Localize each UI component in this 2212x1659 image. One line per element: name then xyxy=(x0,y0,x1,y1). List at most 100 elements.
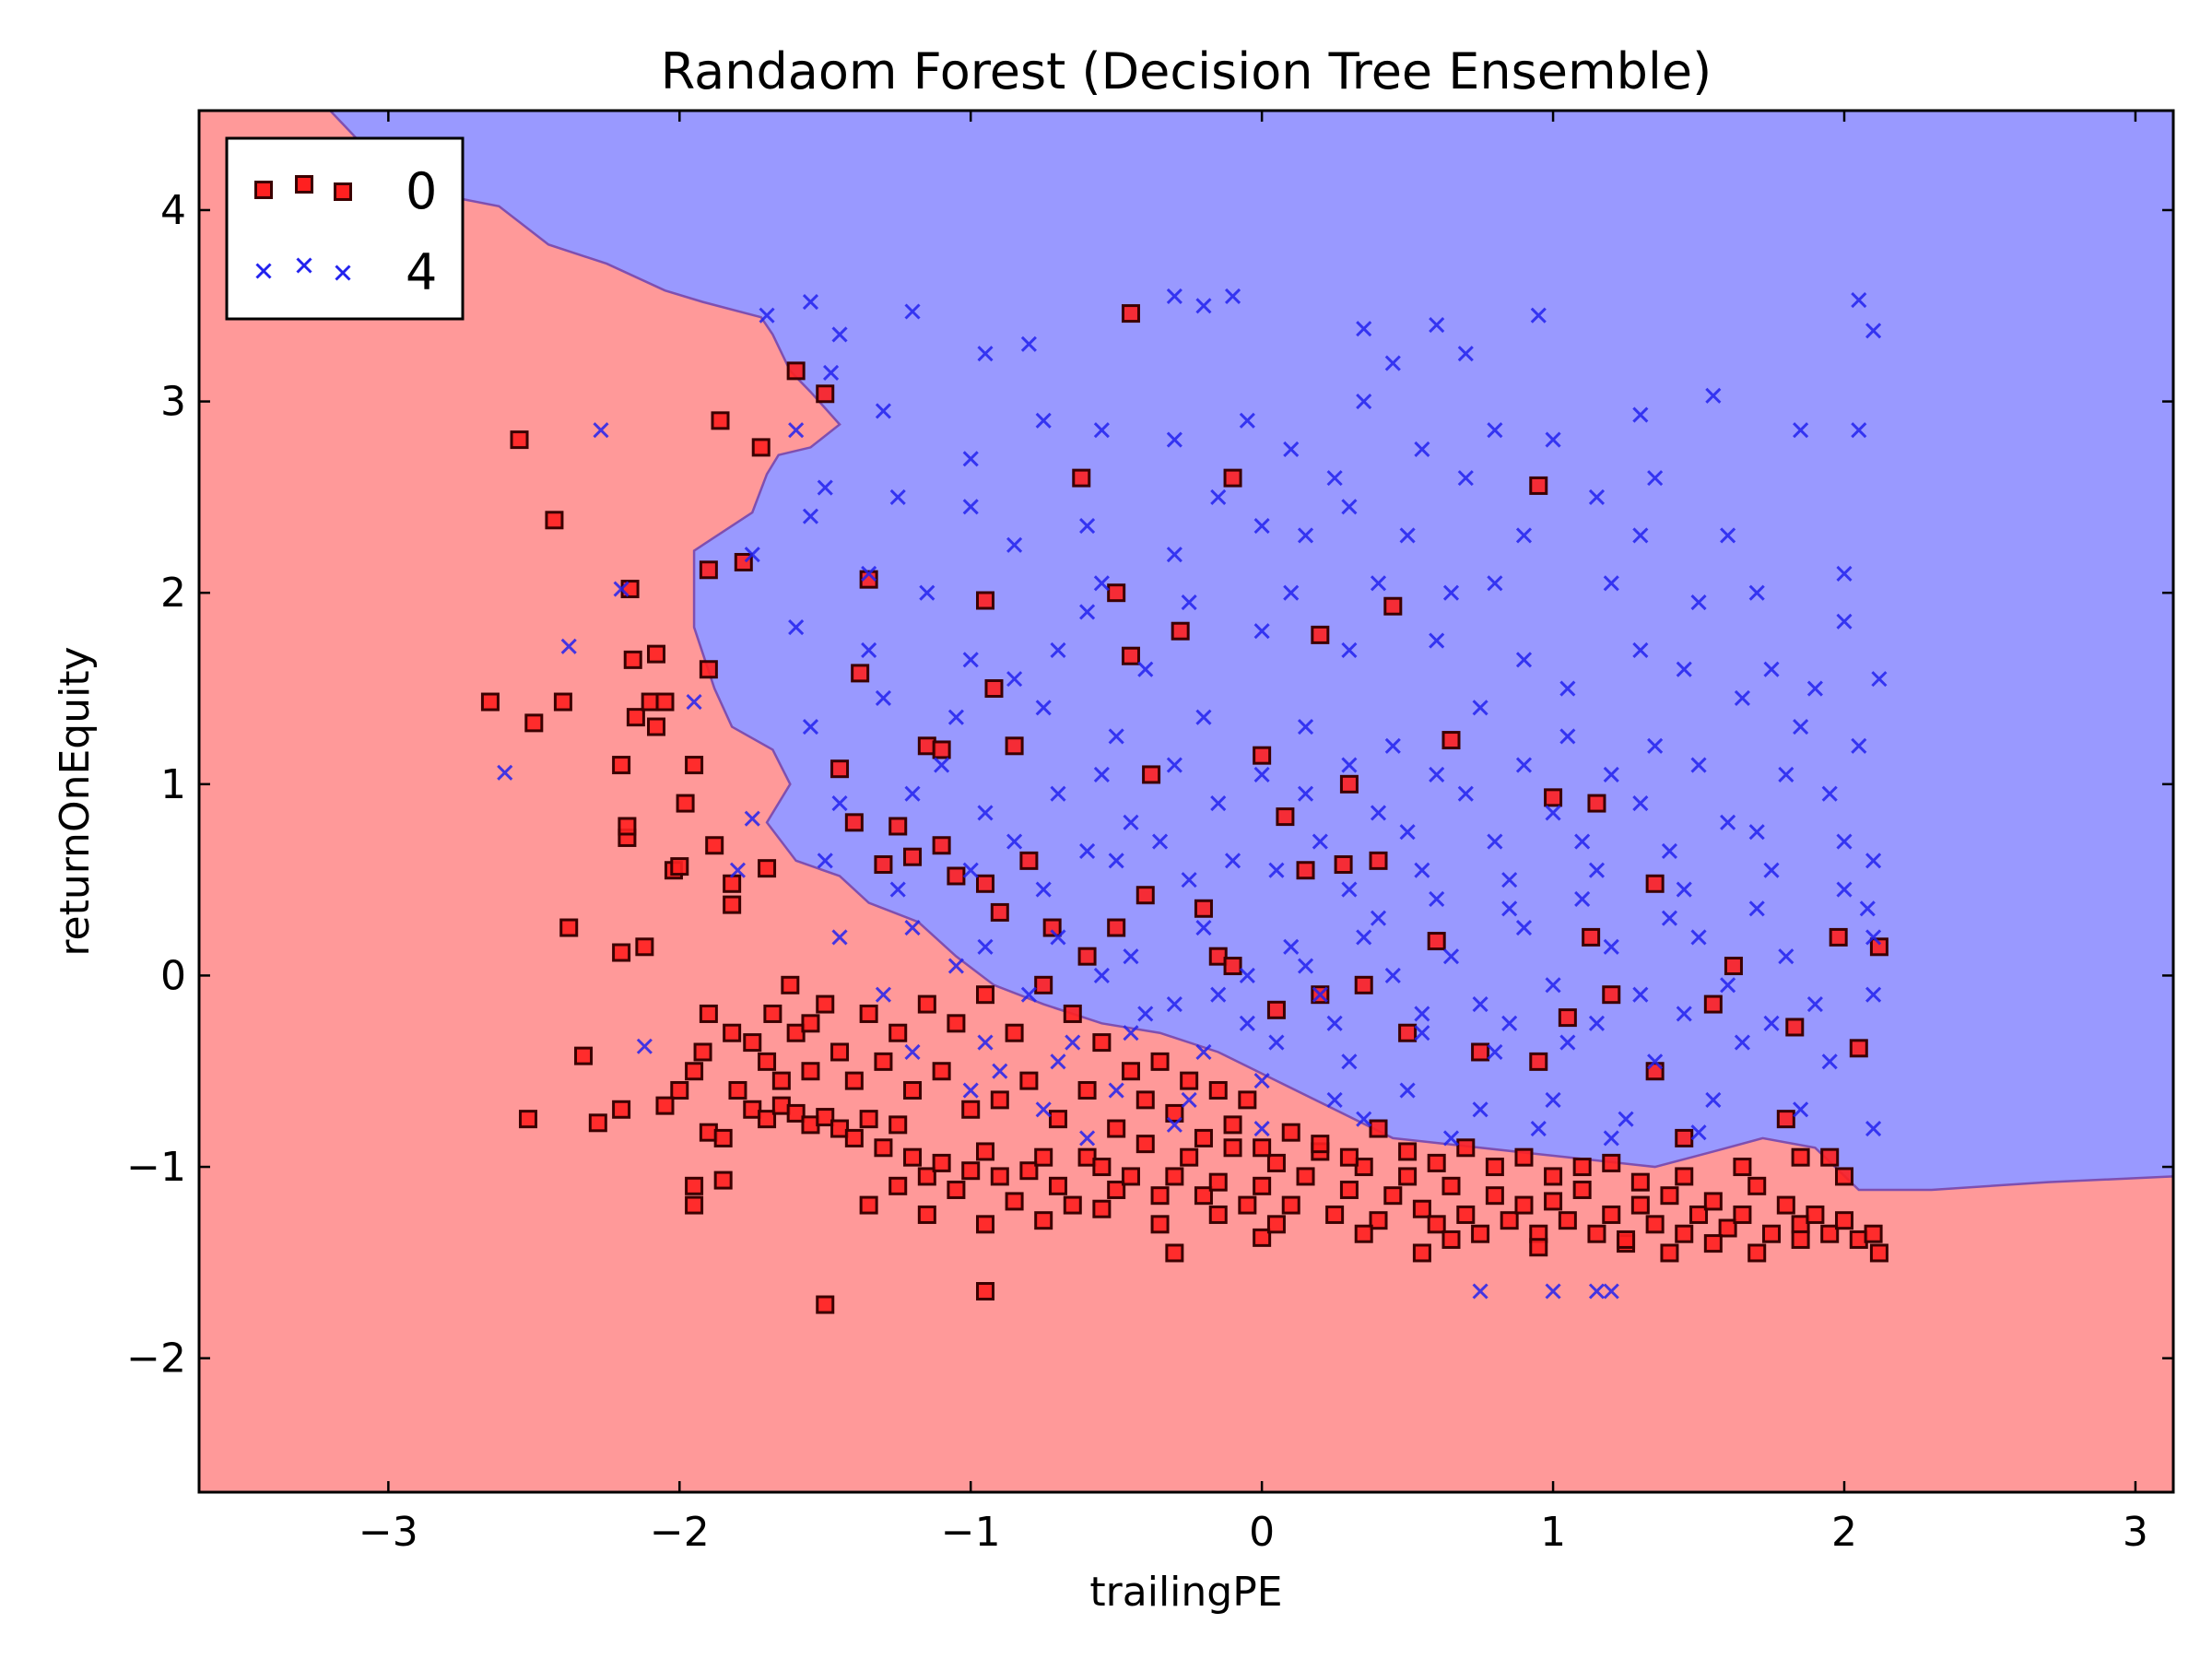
data-point xyxy=(1791,1147,1810,1167)
data-point xyxy=(1763,862,1780,878)
x-tick-label: 2 xyxy=(1831,1509,1857,1556)
data-point xyxy=(593,422,609,439)
data-point xyxy=(1869,1243,1888,1263)
data-point xyxy=(801,1062,820,1081)
data-point xyxy=(744,810,760,827)
data-point xyxy=(1150,1052,1170,1071)
data-point xyxy=(1383,1186,1403,1206)
data-point xyxy=(1427,932,1446,951)
data-point xyxy=(612,756,631,775)
data-point xyxy=(1135,886,1155,905)
data-point xyxy=(743,1033,762,1053)
data-point xyxy=(947,866,966,886)
data-point xyxy=(1208,1081,1228,1100)
y-tick-label: −2 xyxy=(126,1335,186,1382)
data-point xyxy=(1019,1071,1039,1090)
data-point xyxy=(1210,488,1227,505)
data-point xyxy=(1312,986,1328,1003)
data-point xyxy=(1093,575,1110,592)
data-point xyxy=(1050,641,1066,659)
data-point xyxy=(1835,1211,1853,1230)
data-point xyxy=(1718,1218,1737,1238)
data-point xyxy=(1034,1211,1053,1230)
data-point xyxy=(1603,938,1619,955)
data-point xyxy=(1195,1043,1212,1061)
data-point xyxy=(788,422,805,439)
x-axis-label: trailingPE xyxy=(1089,1569,1282,1616)
data-point xyxy=(1763,1015,1780,1031)
data-point xyxy=(1019,851,1039,870)
data-point xyxy=(574,1046,594,1065)
data-point xyxy=(1747,1243,1767,1263)
data-point xyxy=(1079,1130,1096,1147)
data-point xyxy=(1195,919,1212,936)
data-point xyxy=(977,346,994,362)
data-point xyxy=(1326,470,1343,487)
data-point xyxy=(976,985,995,1005)
data-point xyxy=(1632,986,1649,1003)
data-point xyxy=(1354,975,1373,994)
data-point xyxy=(1063,1195,1082,1215)
data-point xyxy=(655,692,675,712)
data-point xyxy=(1441,1230,1461,1249)
data-point xyxy=(1398,1023,1418,1042)
data-point xyxy=(1079,604,1096,620)
data-point xyxy=(1582,927,1601,947)
data-point xyxy=(1035,1101,1052,1118)
data-point xyxy=(685,756,704,775)
data-point xyxy=(1253,746,1272,765)
data-point xyxy=(713,1171,733,1190)
data-point xyxy=(977,1034,994,1051)
data-point xyxy=(1703,1192,1723,1211)
data-point xyxy=(1224,853,1241,869)
data-point xyxy=(1793,1101,1809,1118)
data-point xyxy=(1019,1161,1039,1181)
data-point xyxy=(1356,321,1372,337)
data-point xyxy=(1123,814,1139,830)
data-point xyxy=(781,975,800,994)
data-point xyxy=(1006,833,1023,850)
data-point xyxy=(1165,1103,1184,1123)
data-point xyxy=(976,591,995,610)
data-point xyxy=(976,1282,995,1301)
data-point xyxy=(932,1153,951,1172)
region-class-4 xyxy=(330,111,2173,1190)
data-point xyxy=(1092,1158,1112,1177)
data-point xyxy=(786,361,806,381)
x-tick-label: 1 xyxy=(1540,1509,1566,1556)
data-point xyxy=(1195,298,1212,314)
data-point xyxy=(1500,1211,1519,1230)
legend-box xyxy=(225,136,465,321)
data-point xyxy=(1603,575,1619,592)
data-point xyxy=(917,1205,936,1224)
data-point xyxy=(647,644,666,664)
chart-title: Randaom Forest (Decision Tree Ensemble) xyxy=(661,42,1712,100)
data-point xyxy=(990,1090,1009,1110)
data-point xyxy=(788,619,805,636)
data-point xyxy=(1530,307,1547,324)
data-point xyxy=(1093,766,1110,782)
data-point xyxy=(1208,1172,1228,1192)
data-point xyxy=(588,1113,607,1133)
data-point xyxy=(618,817,637,836)
legend-marker xyxy=(295,175,313,194)
data-point xyxy=(705,836,724,855)
data-point xyxy=(816,1295,835,1314)
data-point xyxy=(1588,488,1606,505)
data-point xyxy=(984,679,1004,699)
data-point xyxy=(1778,948,1794,965)
data-point xyxy=(1268,1034,1285,1051)
data-point xyxy=(1180,1071,1199,1090)
data-point xyxy=(1050,1053,1066,1070)
data-point xyxy=(816,994,835,1014)
data-point xyxy=(932,740,951,759)
data-point xyxy=(1442,1130,1460,1147)
data-point xyxy=(1515,757,1533,773)
data-point xyxy=(1137,1006,1154,1022)
x-tick-label: −3 xyxy=(359,1509,418,1556)
data-point xyxy=(1092,1199,1112,1218)
data-point xyxy=(1121,1062,1140,1081)
data-point xyxy=(889,881,906,898)
data-point xyxy=(1181,872,1197,888)
data-point xyxy=(1356,929,1372,946)
